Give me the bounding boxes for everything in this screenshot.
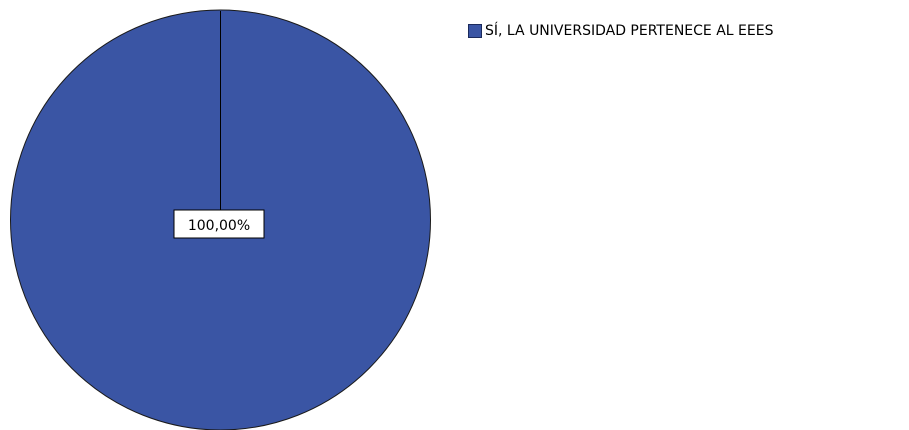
legend-swatch [468, 24, 482, 38]
slice-data-label-text: 100,00% [188, 218, 250, 234]
legend: SÍ, LA UNIVERSIDAD PERTENECE AL EEES [468, 22, 773, 40]
legend-label: SÍ, LA UNIVERSIDAD PERTENECE AL EEES [485, 23, 774, 39]
slice-data-label: 100,00% [173, 209, 265, 239]
slice-data-label-box [173, 209, 265, 239]
slice-labels: 100,00% [173, 209, 265, 239]
